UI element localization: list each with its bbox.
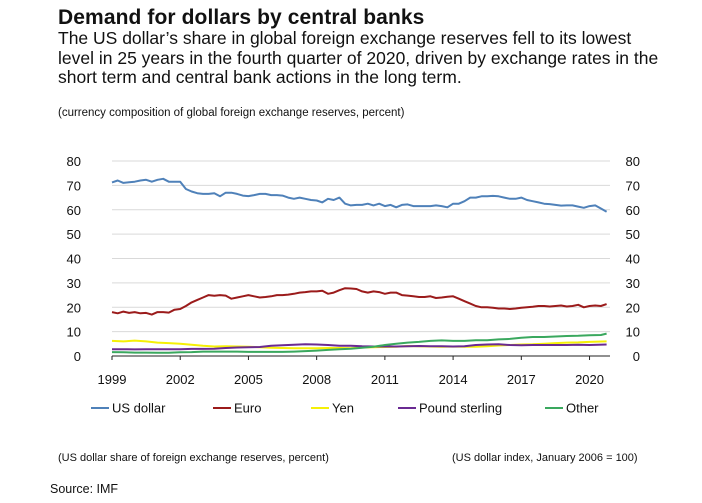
x-tick-label: 2014 [439, 372, 468, 387]
chart-note: (currency composition of global foreign … [58, 107, 405, 119]
legend-label-other: Other [566, 401, 599, 416]
x-tick-label: 2020 [575, 372, 604, 387]
legend-label-yen: Yen [332, 401, 354, 416]
y-tick-label-right: 40 [626, 252, 640, 267]
x-tick-label: 1999 [98, 372, 127, 387]
y-tick-label-left: 60 [67, 203, 81, 218]
right-panel-caption: (US dollar index, January 2006 = 100) [452, 452, 638, 464]
y-tick-label-right: 10 [626, 325, 640, 340]
x-tick-label: 2017 [507, 372, 536, 387]
series-line-other [111, 332, 607, 354]
y-tick-label-left: 20 [67, 300, 81, 315]
y-tick-label-right: 70 [626, 178, 640, 193]
y-tick-label-left: 70 [67, 178, 81, 193]
y-tick-label-right: 60 [626, 203, 640, 218]
legend-label-pound-sterling: Pound sterling [419, 401, 502, 416]
source-note: Source: IMF [50, 482, 119, 496]
y-tick-label-left: 40 [67, 252, 81, 267]
series-line-pound-sterling [112, 343, 607, 351]
y-tick-label-left: 30 [67, 276, 81, 291]
legend-label-euro: Euro [234, 401, 261, 416]
series-line-euro [111, 287, 607, 316]
x-tick-label: 2008 [302, 372, 331, 387]
y-tick-label-right: 20 [626, 300, 640, 315]
y-tick-label-right: 80 [626, 154, 640, 169]
chart-title: Demand for dollars by central banks [58, 6, 425, 29]
series-line-us-dollar [111, 177, 608, 213]
y-tick-label-right: 30 [626, 276, 640, 291]
left-panel-caption: (US dollar share of foreign exchange res… [58, 452, 329, 464]
y-tick-label-left: 50 [67, 227, 81, 242]
x-tick-label: 2005 [234, 372, 263, 387]
y-tick-label-right: 0 [633, 349, 640, 364]
x-tick-label: 2011 [371, 372, 399, 387]
y-tick-label-left: 80 [67, 154, 81, 169]
chart-subtitle: The US dollar’s share in global foreign … [58, 28, 659, 87]
y-tick-label-left: 0 [74, 349, 81, 364]
x-tick-label: 2002 [166, 372, 195, 387]
y-tick-label-right: 50 [626, 227, 640, 242]
y-tick-label-left: 10 [67, 325, 81, 340]
legend-label-us-dollar: US dollar [112, 401, 166, 416]
